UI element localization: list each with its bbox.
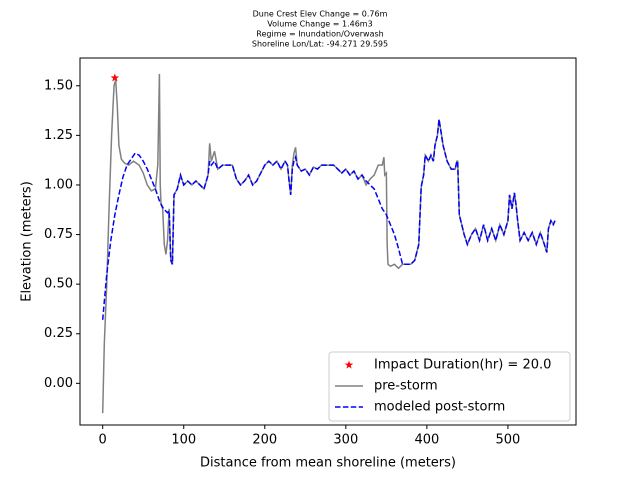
plot-frame <box>79 57 577 426</box>
y-tick-label: 0.00 <box>44 376 73 391</box>
series-line <box>101 119 556 320</box>
x-tick-label: 400 <box>414 433 439 448</box>
y-tick-label: 0.75 <box>44 227 73 242</box>
y-tick-label: 1.00 <box>44 177 73 192</box>
y-axis-label: Elevation (meters) <box>20 181 35 302</box>
chart-title: Regime = Inundation/Overwash <box>256 30 383 39</box>
y-tick-label: 0.25 <box>44 326 73 341</box>
chart-title: Volume Change = 1.46m3 <box>267 20 372 29</box>
legend-label: modeled post-storm <box>374 400 505 415</box>
legend-box <box>328 351 571 422</box>
x-axis-label: Distance from mean shoreline (meters) <box>200 456 456 471</box>
legend-label: pre-storm <box>374 379 438 394</box>
legend-marker <box>344 360 354 369</box>
x-tick-label: 300 <box>333 433 358 448</box>
legend-label: Impact Duration(hr) = 20.0 <box>374 358 551 373</box>
chart-title: Shoreline Lon/Lat: -94.271 29.595 <box>252 40 388 49</box>
chart-title: Dune Crest Elev Change = 0.76m <box>253 10 388 19</box>
x-tick-label: 500 <box>496 433 521 448</box>
impact-marker <box>110 73 120 82</box>
x-tick-label: 0 <box>99 433 107 448</box>
y-tick-label: 1.50 <box>44 78 73 93</box>
x-tick-label: 100 <box>171 433 196 448</box>
y-tick-label: 1.25 <box>44 128 73 143</box>
y-tick-label: 0.50 <box>44 277 73 292</box>
x-tick-label: 200 <box>252 433 277 448</box>
